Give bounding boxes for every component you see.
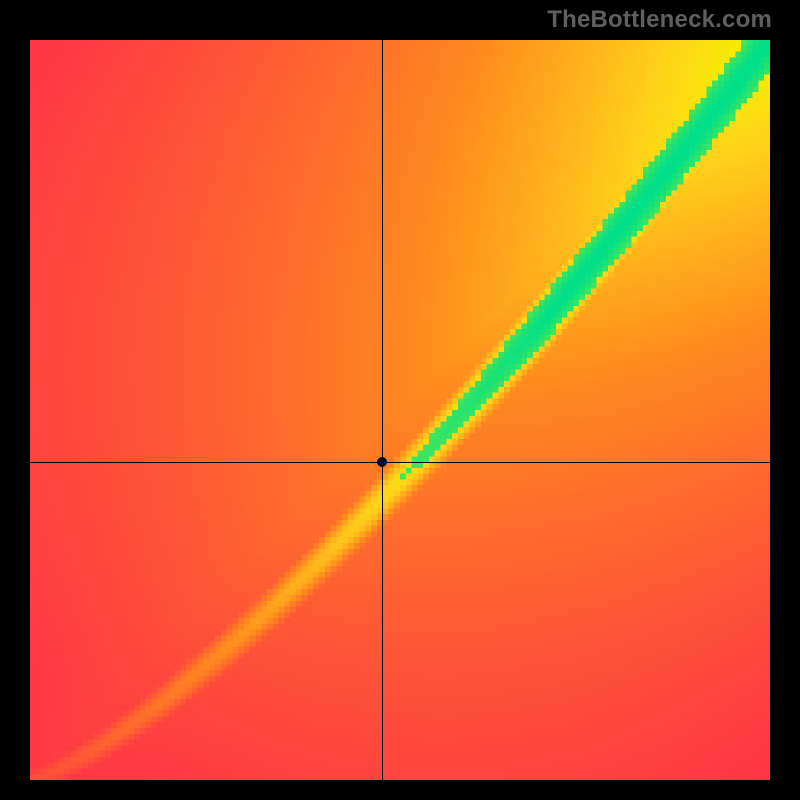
chart-frame: TheBottleneck.com bbox=[0, 0, 800, 800]
heatmap-plot bbox=[30, 40, 770, 780]
watermark-text: TheBottleneck.com bbox=[547, 6, 772, 34]
crosshair-horizontal bbox=[30, 462, 770, 463]
crosshair-vertical bbox=[382, 40, 383, 780]
heatmap-canvas bbox=[30, 40, 770, 780]
marker-dot bbox=[377, 457, 387, 467]
